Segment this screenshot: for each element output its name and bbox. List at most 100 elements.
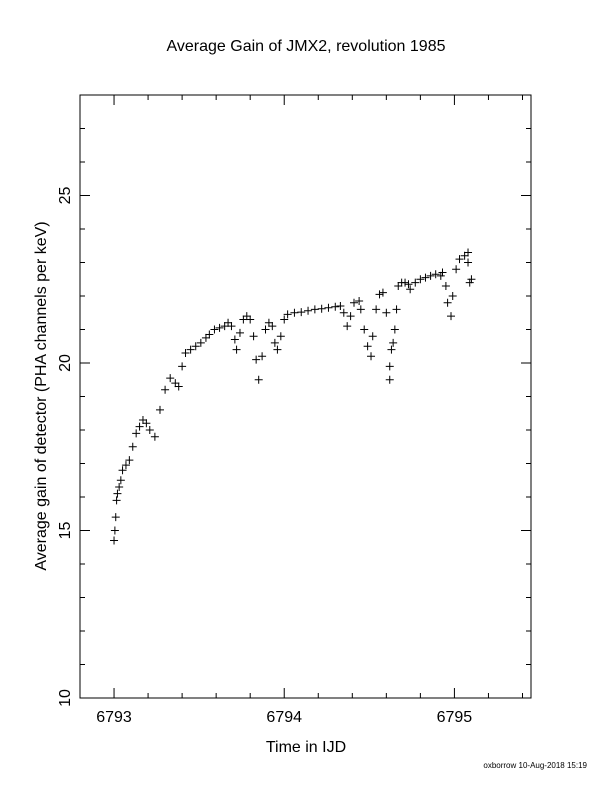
data-point [110, 526, 119, 535]
data-point [191, 342, 200, 351]
data-point [411, 278, 420, 287]
footer: oxborrow 10-Aug-2018 15:19 [483, 761, 587, 770]
data-point [196, 338, 205, 347]
data-point [436, 271, 445, 280]
data-point [431, 270, 440, 279]
data-point [356, 305, 365, 314]
data-point [242, 312, 251, 321]
data-point [232, 345, 241, 354]
data-point [324, 303, 333, 312]
x-tick-label: 6794 [266, 709, 302, 726]
data-point [385, 375, 394, 384]
data-point [113, 489, 122, 498]
data-point [110, 536, 119, 545]
data-point [166, 374, 175, 383]
data-point [276, 332, 285, 341]
data-point [350, 298, 359, 307]
data-point [201, 333, 210, 342]
data-point [375, 290, 384, 299]
data-point [254, 375, 263, 384]
data-point [310, 305, 319, 314]
data-point [239, 315, 248, 324]
data-point [261, 325, 270, 334]
data-point [447, 312, 456, 321]
data-point [116, 476, 125, 485]
data-point [406, 285, 415, 294]
data-point [372, 305, 381, 314]
data-point [220, 322, 229, 331]
data-point [171, 379, 180, 388]
data-point [378, 288, 387, 297]
data-point [448, 292, 457, 300]
data-point [118, 466, 127, 475]
data-point [283, 310, 292, 319]
chart-title: Average Gain of JMX2, revolution 1985 [167, 38, 446, 55]
data-point [181, 348, 190, 357]
data-point [128, 442, 137, 451]
data-point [367, 352, 376, 361]
data-point [230, 335, 239, 344]
data-point [441, 281, 450, 290]
data-point [125, 456, 134, 465]
data-point [224, 318, 233, 327]
data-point [297, 308, 306, 317]
data-point [270, 338, 279, 347]
data-point [426, 271, 435, 280]
data-point [360, 325, 369, 334]
data-point [150, 432, 159, 441]
data-point [460, 251, 469, 260]
data-point [112, 496, 121, 505]
data-point [394, 281, 403, 290]
data-point [339, 308, 348, 317]
data-point [215, 323, 224, 332]
data-point [161, 385, 170, 394]
data-point [392, 305, 401, 314]
data-point [387, 345, 396, 354]
data-point [258, 352, 267, 361]
data-point [115, 482, 124, 491]
data-point [464, 258, 473, 267]
data-point [178, 362, 187, 371]
data-point [355, 297, 364, 306]
data-point [404, 280, 413, 289]
data-point [452, 265, 461, 274]
data-point [111, 513, 120, 522]
data-point [290, 308, 299, 317]
data-point [382, 308, 391, 317]
data-point [331, 302, 340, 311]
data-point [280, 315, 289, 324]
data-point [464, 248, 473, 257]
data-point [416, 275, 425, 284]
x-axis-label: Time in IJD [266, 739, 346, 756]
y-tick-label: 20 [57, 354, 74, 372]
data-point [421, 273, 430, 282]
x-tick-label: 6795 [437, 709, 473, 726]
data-point [336, 302, 345, 311]
data-point [390, 325, 399, 334]
data-point [273, 345, 282, 354]
data-point [304, 306, 313, 315]
data-point [343, 322, 352, 331]
data-point [465, 278, 474, 287]
data-point [235, 328, 244, 337]
data-point [135, 422, 144, 431]
data-point [317, 304, 326, 313]
data-point [385, 362, 394, 371]
data-point [132, 429, 141, 438]
data-point [186, 345, 195, 354]
data-point [389, 338, 398, 347]
data-point [155, 405, 164, 414]
data-point [467, 275, 476, 284]
data-point [264, 318, 273, 327]
plot-frame [79, 94, 532, 699]
data-point [346, 312, 355, 321]
data-point [121, 461, 130, 470]
data-point [401, 278, 410, 287]
data-point [363, 342, 372, 351]
data-point [268, 322, 277, 331]
data-point [252, 355, 261, 364]
y-tick-label: 15 [57, 522, 74, 540]
y-axis-label: Average gain of detector (PHA channels p… [33, 221, 50, 570]
data-point [455, 255, 464, 264]
data-point [438, 268, 447, 277]
